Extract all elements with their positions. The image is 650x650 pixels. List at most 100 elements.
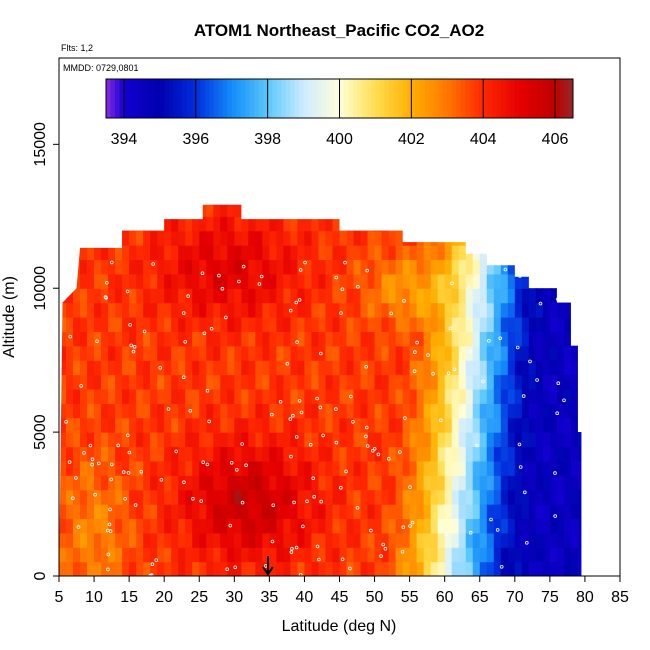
sample-point [105, 280, 109, 285]
heatmap-cell [325, 259, 334, 275]
heatmap-cell [276, 245, 284, 261]
heatmap-cell [262, 561, 270, 576]
heatmap-cell [360, 403, 369, 419]
heatmap-cell [213, 230, 221, 246]
heatmap-cell [269, 504, 277, 520]
heatmap-cell [437, 460, 446, 476]
heatmap-cell [430, 360, 439, 376]
heatmap-cell [444, 504, 453, 520]
x-tick-label: 55 [401, 589, 419, 606]
sample-point [151, 262, 156, 266]
heatmap-cell [101, 302, 109, 318]
heatmap-cell [339, 360, 348, 376]
heatmap-cell [458, 532, 467, 548]
heatmap-cell [388, 374, 397, 390]
heatmap-cell [73, 245, 81, 261]
heatmap-cell [521, 518, 530, 534]
sample-point [224, 315, 228, 320]
heatmap-cell [472, 432, 481, 448]
colorbar-swatch [240, 79, 246, 118]
heatmap-cell [101, 417, 109, 433]
heatmap-cell [80, 388, 88, 404]
heatmap-cell [143, 360, 151, 376]
heatmap-cell [108, 204, 116, 217]
heatmap-cell [521, 302, 530, 318]
heatmap-cell [500, 317, 509, 332]
heatmap-cell [248, 547, 256, 563]
heatmap-cell [80, 331, 88, 347]
heatmap-cell [563, 432, 572, 448]
heatmap-cell [87, 417, 95, 433]
heatmap-cell [535, 518, 544, 534]
sample-point [524, 540, 529, 545]
x-tick-label: 60 [436, 589, 454, 606]
heatmap-cell [507, 302, 516, 318]
heatmap-cell [171, 259, 179, 275]
heatmap-cell [220, 273, 228, 289]
heatmap-cell [472, 460, 481, 476]
heatmap-cell [73, 460, 81, 476]
heatmap-cell [451, 532, 460, 548]
heatmap-cell [388, 475, 397, 491]
heatmap-cell [171, 388, 179, 404]
heatmap-cell [255, 204, 263, 217]
colorbar-swatch [114, 79, 120, 118]
heatmap-cell [129, 460, 137, 476]
heatmap-cell [73, 518, 81, 534]
heatmap-cell [80, 460, 88, 476]
heatmap-cell [297, 302, 306, 318]
heatmap-cell [269, 288, 277, 304]
heatmap-cell [255, 388, 263, 404]
heatmap-cell [59, 288, 67, 304]
heatmap-cell [458, 245, 467, 261]
sample-point [297, 398, 302, 403]
flights-label: Flts: 1,2 [61, 43, 93, 53]
heatmap-cell [451, 288, 460, 304]
heatmap-cell [374, 273, 383, 289]
colorbar-swatch [231, 79, 237, 118]
heatmap-cell [458, 345, 467, 361]
sample-point [372, 446, 377, 451]
heatmap-cell [192, 374, 200, 390]
heatmap-cell [262, 403, 270, 419]
heatmap-cell [472, 403, 481, 419]
heatmap-cell [269, 331, 277, 347]
heatmap-cell [227, 532, 235, 548]
heatmap-cell [213, 245, 221, 261]
colorbar-swatch [379, 79, 385, 118]
sample-point [334, 440, 339, 445]
heatmap-cell [493, 532, 502, 548]
heatmap-cell [332, 302, 341, 318]
heatmap-cell [262, 489, 270, 505]
heatmap-cell [507, 446, 516, 462]
heatmap-cell [423, 547, 432, 563]
heatmap-cell [353, 547, 362, 563]
heatmap-cell [402, 417, 411, 433]
heatmap-cell [122, 374, 130, 390]
heatmap-cell [248, 360, 256, 376]
heatmap-cell [276, 446, 284, 462]
heatmap-cell [59, 460, 67, 476]
heatmap-cell [514, 388, 523, 404]
heatmap-cell [549, 317, 558, 332]
heatmap-cell [283, 504, 292, 520]
heatmap-cell [234, 302, 242, 318]
heatmap-cell [346, 446, 355, 462]
heatmap-cell [437, 259, 446, 275]
heatmap-cell [213, 475, 221, 491]
sample-point [244, 463, 248, 468]
heatmap-cell [150, 561, 158, 576]
heatmap-cell [430, 460, 439, 476]
heatmap-cell [416, 504, 425, 520]
heatmap-cell [514, 230, 523, 246]
heatmap-cell [346, 374, 355, 390]
heatmap-cell [556, 547, 565, 563]
heatmap-cell [388, 245, 397, 261]
heatmap-cell [570, 302, 579, 318]
heatmap-cell [157, 259, 165, 275]
heatmap-cell [444, 561, 453, 576]
heatmap-cell [332, 230, 341, 246]
heatmap-cell [66, 475, 74, 491]
heatmap-cell [311, 259, 320, 275]
heatmap-cell [556, 302, 565, 318]
